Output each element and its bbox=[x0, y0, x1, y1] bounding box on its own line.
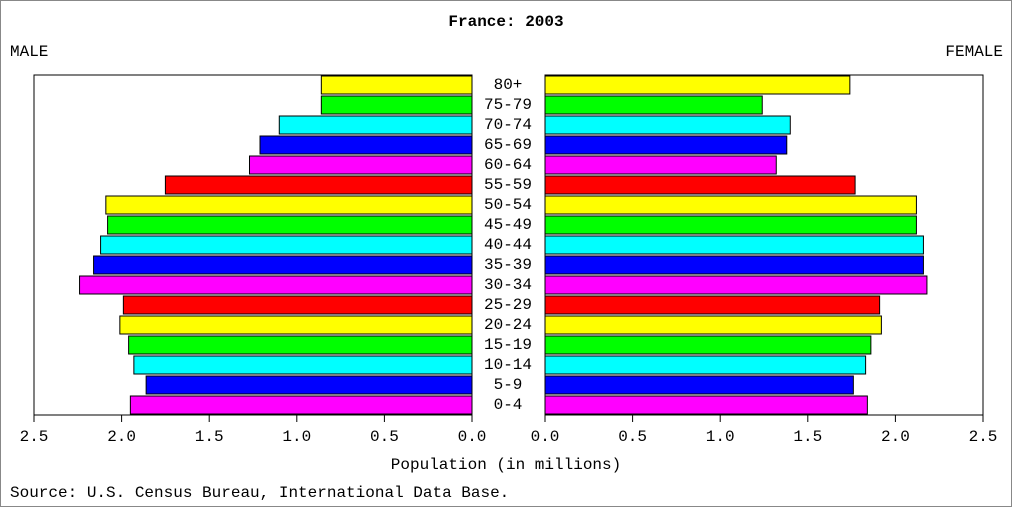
bar bbox=[544, 235, 924, 255]
x-tick-label: 0.5 bbox=[618, 428, 647, 446]
bar bbox=[544, 115, 791, 135]
x-tick-label: 1.0 bbox=[282, 428, 311, 446]
bar bbox=[320, 95, 473, 115]
category-label: 25-29 bbox=[484, 296, 532, 314]
bar bbox=[544, 395, 868, 415]
category-label: 65-69 bbox=[484, 136, 532, 154]
x-tick-label: 1.5 bbox=[793, 428, 822, 446]
x-tick-label: 2.5 bbox=[969, 428, 998, 446]
bar bbox=[544, 375, 854, 395]
x-tick-label: 0.0 bbox=[531, 428, 560, 446]
bar bbox=[129, 395, 473, 415]
bar bbox=[544, 95, 763, 115]
bar bbox=[107, 215, 473, 235]
bar bbox=[544, 335, 872, 355]
bar bbox=[164, 175, 473, 195]
category-label: 55-59 bbox=[484, 176, 532, 194]
bar bbox=[93, 255, 473, 275]
x-tick-label: 0.5 bbox=[370, 428, 399, 446]
bar bbox=[79, 275, 473, 295]
x-tick-label: 1.5 bbox=[195, 428, 224, 446]
bar bbox=[128, 335, 473, 355]
x-tick-label: 2.0 bbox=[107, 428, 136, 446]
category-label: 75-79 bbox=[484, 96, 532, 114]
category-label: 20-24 bbox=[484, 316, 532, 334]
bar bbox=[544, 315, 882, 335]
bar bbox=[105, 195, 473, 215]
category-label: 40-44 bbox=[484, 236, 532, 254]
bar bbox=[544, 135, 788, 155]
category-label: 15-19 bbox=[484, 336, 532, 354]
category-label: 10-14 bbox=[484, 356, 532, 374]
bar bbox=[259, 135, 473, 155]
category-label: 50-54 bbox=[484, 196, 532, 214]
category-label: 30-34 bbox=[484, 276, 532, 294]
category-label: 60-64 bbox=[484, 156, 532, 174]
category-label: 5-9 bbox=[494, 376, 523, 394]
bar bbox=[133, 355, 473, 375]
bar bbox=[145, 375, 473, 395]
x-tick-label: 1.0 bbox=[706, 428, 735, 446]
x-tick-label: 2.0 bbox=[881, 428, 910, 446]
bar bbox=[278, 115, 473, 135]
bar bbox=[544, 295, 881, 315]
category-label: 80+ bbox=[494, 76, 523, 94]
category-label: 70-74 bbox=[484, 116, 532, 134]
bar bbox=[544, 175, 856, 195]
bar bbox=[544, 255, 924, 275]
bar bbox=[100, 235, 473, 255]
category-label: 0-4 bbox=[494, 396, 523, 414]
chart-title: France: 2003 bbox=[448, 13, 563, 31]
bar bbox=[119, 315, 473, 335]
bar bbox=[122, 295, 473, 315]
category-label: 35-39 bbox=[484, 256, 532, 274]
bar bbox=[544, 275, 928, 295]
bar bbox=[544, 195, 917, 215]
bar bbox=[544, 355, 867, 375]
x-tick-label: 0.0 bbox=[458, 428, 487, 446]
bar bbox=[544, 155, 777, 175]
bar bbox=[248, 155, 473, 175]
bar bbox=[544, 215, 917, 235]
category-label: 45-49 bbox=[484, 216, 532, 234]
x-tick-label: 2.5 bbox=[20, 428, 49, 446]
legend-label: FEMALE bbox=[945, 43, 1003, 61]
legend-label: MALE bbox=[10, 43, 48, 61]
x-axis-label: Population (in millions) bbox=[391, 456, 621, 474]
source: Source: U.S. Census Bureau, Internationa… bbox=[10, 484, 509, 502]
bar bbox=[320, 75, 473, 95]
bar bbox=[544, 75, 851, 95]
